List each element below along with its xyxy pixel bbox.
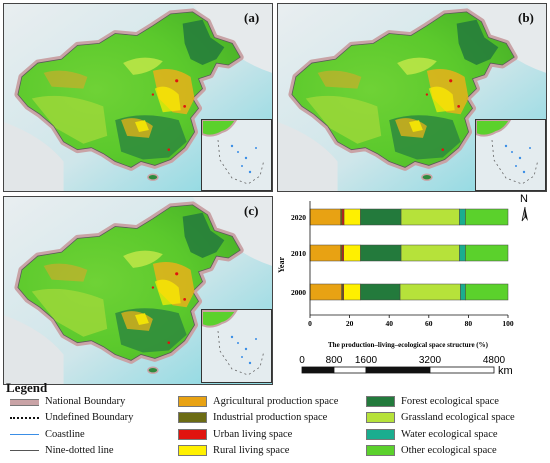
legend-label: Coastline: [45, 428, 85, 440]
south-china-sea-inset: [475, 119, 546, 191]
bar-2010-agricultural-production-space: [309, 244, 341, 262]
panel-label-a: (a): [244, 10, 260, 25]
legend-swatch: [366, 445, 395, 456]
space-structure-chart: 2020 2010 2000 0 20 40 60 80 100 Year The produc…: [277, 201, 514, 377]
bar-2000-other-ecological-space: [465, 283, 509, 301]
bar-2020-water-ecological-space: [459, 208, 466, 226]
chart-x-axis-label: The production–living–ecological space s…: [328, 341, 489, 349]
bar-2010-water-ecological-space: [459, 244, 466, 262]
legend-label: Industrial production space: [213, 412, 328, 423]
scale-bar-unit: km: [498, 365, 513, 377]
legend-swatch: [178, 445, 207, 456]
x-tick-label: 20: [346, 319, 354, 328]
bar-2020-rural-living-space: [343, 208, 361, 226]
legend: Legend National Boundary Undefined Bound…: [0, 377, 550, 463]
x-tick-label: 100: [502, 319, 514, 328]
north-arrow: N: [514, 193, 536, 222]
scale-bar-segment: [301, 366, 335, 374]
bar-2010-other-ecological-space: [465, 244, 509, 262]
legend-label: National Boundary: [45, 395, 126, 407]
x-tick-label: 40: [385, 319, 393, 328]
legend-label: Forest ecological space: [401, 395, 499, 407]
y-tick-label: 2020: [291, 213, 306, 222]
bar-2020-urban-living-space: [341, 208, 345, 226]
bar-2000-rural-living-space: [343, 283, 361, 301]
legend-item-urban-living-space: Urban living space: [178, 427, 292, 441]
north-arrow-icon: [521, 206, 528, 222]
south-china-sea-inset: [201, 119, 272, 191]
legend-item-coastline: Coastline: [10, 427, 85, 441]
bar-2000-water-ecological-space: [460, 283, 466, 301]
bar-2010-forest-ecological-space: [360, 244, 402, 262]
map-panel-a: (a): [3, 3, 273, 192]
y-tick-label: 2010: [291, 249, 306, 258]
scale-bar-tick-label: 4800: [483, 355, 506, 366]
bar-2020-other-ecological-space: [465, 208, 509, 226]
x-tick-label: 60: [425, 319, 433, 328]
legend-item-agricultural-production-space: Agricultural production space: [178, 394, 338, 408]
legend-item-other-ecological-space: Other ecological space: [366, 444, 497, 458]
bar-2000-agricultural-production-space: [309, 283, 342, 301]
x-tick-label: 80: [465, 319, 473, 328]
legend-label: Rural living space: [213, 445, 290, 456]
legend-swatch: [366, 395, 395, 407]
y-tick-label: 2000: [291, 288, 306, 297]
map-panel-c: (c): [3, 196, 273, 385]
scale-bar-segment: [365, 366, 431, 374]
legend-item-grassland-ecological-space: Grassland ecological space: [366, 411, 515, 425]
legend-swatch: [178, 428, 207, 440]
legend-item-nine-dotted-line: Nine-dotted line: [10, 443, 114, 457]
legend-label: Other ecological space: [401, 445, 497, 456]
legend-title: Legend: [6, 380, 48, 395]
scale-bar-segment: [333, 366, 367, 374]
legend-item-forest-ecological-space: Forest ecological space: [366, 394, 499, 408]
legend-swatch: [178, 412, 207, 423]
legend-label: Agricultural production space: [213, 395, 339, 407]
legend-swatch: [366, 412, 395, 423]
scale-bar-tick-label: 800: [326, 355, 343, 366]
national-boundary-symbol: [10, 396, 39, 407]
scale-bar-tick-label: 1600: [355, 355, 378, 366]
bar-2020-forest-ecological-space: [360, 208, 402, 226]
bar-2000-grassland-ecological-space: [399, 283, 461, 301]
legend-swatch: [366, 428, 395, 440]
coastline-symbol: [10, 429, 39, 440]
bar-2010-rural-living-space: [343, 244, 361, 262]
legend-swatch: [178, 395, 207, 407]
scale-bar-tick-label: 0: [299, 355, 305, 366]
panel-label-c: (c): [244, 203, 259, 218]
south-china-sea-inset: [201, 309, 272, 383]
legend-label: Nine-dotted line: [45, 444, 114, 456]
legend-label: Undefined Boundary: [45, 411, 134, 423]
chart-y-axis-label: Year: [277, 257, 286, 273]
legend-item-national-boundary: National Boundary: [10, 394, 125, 408]
legend-item-rural-living-space: Rural living space: [178, 444, 289, 458]
x-tick-label: 0: [308, 319, 312, 328]
legend-label: Urban living space: [213, 428, 293, 440]
undefined-boundary-symbol: [10, 412, 39, 423]
scale-bar-tick-label: 3200: [419, 355, 442, 366]
map-panel-b: (b): [277, 3, 547, 192]
bar-2000-forest-ecological-space: [360, 283, 401, 301]
legend-label: Grassland ecological space: [401, 412, 515, 423]
north-label: N: [520, 193, 528, 205]
panel-label-b: (b): [518, 10, 534, 25]
legend-item-industrial-production-space: Industrial production space: [178, 411, 327, 425]
nine-dotted-line-symbol: [10, 445, 39, 456]
bar-2010-grassland-ecological-space: [400, 244, 460, 262]
bar-2020-agricultural-production-space: [309, 208, 341, 226]
legend-item-water-ecological-space: Water ecological space: [366, 427, 498, 441]
legend-item-undefined-boundary: Undefined Boundary: [10, 410, 133, 424]
bar-2020-grassland-ecological-space: [400, 208, 460, 226]
scale-bar-segment: [429, 366, 495, 374]
legend-label: Water ecological space: [401, 428, 498, 440]
